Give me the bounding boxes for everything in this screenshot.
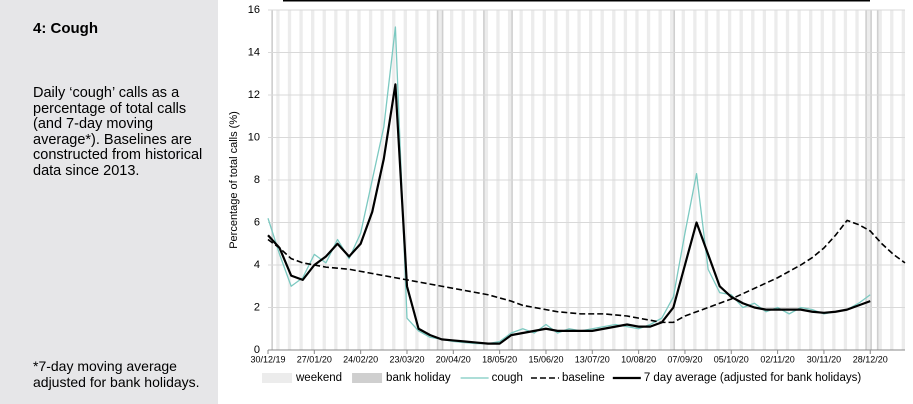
x-tick-label: 28/12/20 [853,354,888,364]
legend-label: bank holiday [386,372,451,384]
x-tick-label: 20/04/20 [436,354,471,364]
x-tick-label: 13/07/20 [575,354,610,364]
panel-footnote: *7-day moving average adjusted for bank … [33,358,200,390]
legend-label: weekend [295,372,342,384]
legend-swatch [262,373,292,383]
y-axis-label: Percentage of total calls (%) [228,111,240,249]
x-tick-label: 27/01/20 [297,354,332,364]
y-tick-label: 14 [248,46,260,58]
y-tick-label: 6 [254,216,260,228]
panel-title: 4: Cough [33,20,98,37]
side-panel: 4: Cough Daily ‘cough’ calls as a percen… [0,0,218,404]
y-tick-label: 12 [248,89,260,101]
y-tick-label: 10 [248,131,260,143]
panel-description: Daily ‘cough’ calls as a percentage of t… [33,85,203,179]
x-tick-label: 07/09/20 [667,354,702,364]
y-tick-label: 16 [248,4,260,16]
x-tick-label: 30/12/19 [250,354,285,364]
x-tick-label: 30/11/20 [807,354,841,364]
series-line [267,83,871,345]
x-tick-label: 02/11/20 [760,354,794,364]
legend-label: baseline [562,372,605,384]
legend-label: 7 day average (adjusted for bank holiday… [644,372,862,384]
y-tick-label: 8 [254,174,260,186]
y-tick-label: 0 [254,344,260,356]
x-tick-label: 24/02/20 [343,354,378,364]
y-tick-label: 4 [254,259,260,271]
x-tick-label: 15/06/20 [528,354,563,364]
x-tick-label: 18/05/20 [482,354,517,364]
x-tick-label: 23/03/20 [389,354,424,364]
x-tick-label: 10/08/20 [621,354,656,364]
y-tick-label: 2 [254,301,260,313]
x-tick-label: 05/10/20 [714,354,749,364]
legend-label: cough [492,372,523,384]
legend-swatch [352,373,383,383]
